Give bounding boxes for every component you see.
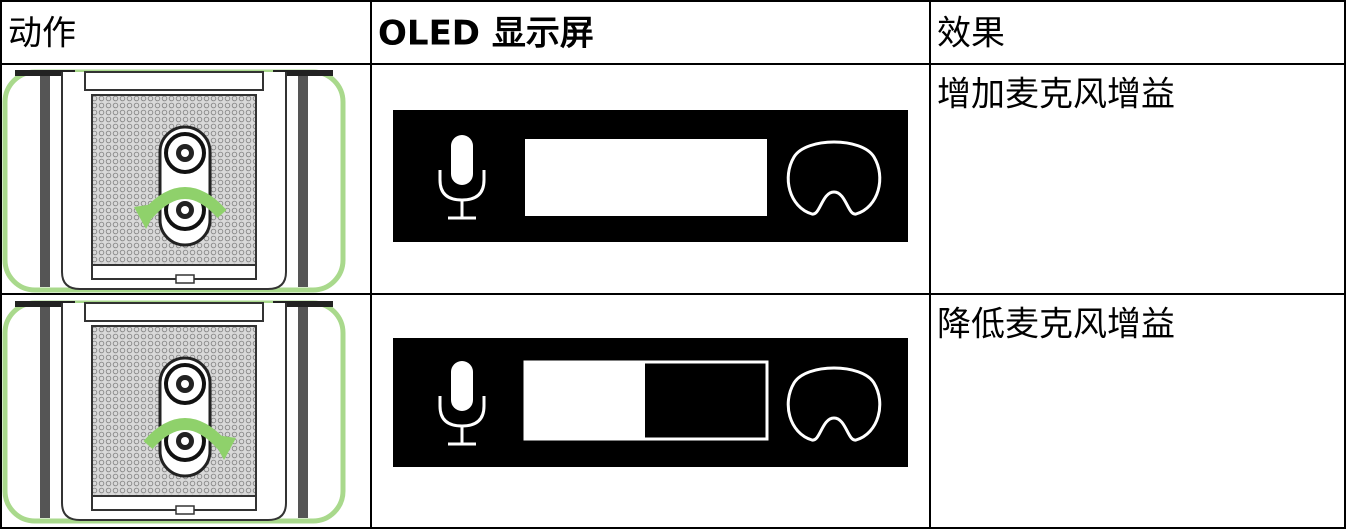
oled-display: [393, 338, 908, 467]
effect-text: 增加麦克风增益: [937, 75, 1175, 115]
header-cell: 效果: [937, 14, 1005, 54]
header-cell: OLED 显示屏: [378, 14, 594, 54]
device-illustration: [5, 301, 343, 521]
effect-text: 降低麦克风增益: [937, 305, 1175, 345]
oled-display: [393, 110, 908, 242]
device-illustration: [5, 70, 343, 290]
header-cell: 动作: [8, 14, 76, 54]
